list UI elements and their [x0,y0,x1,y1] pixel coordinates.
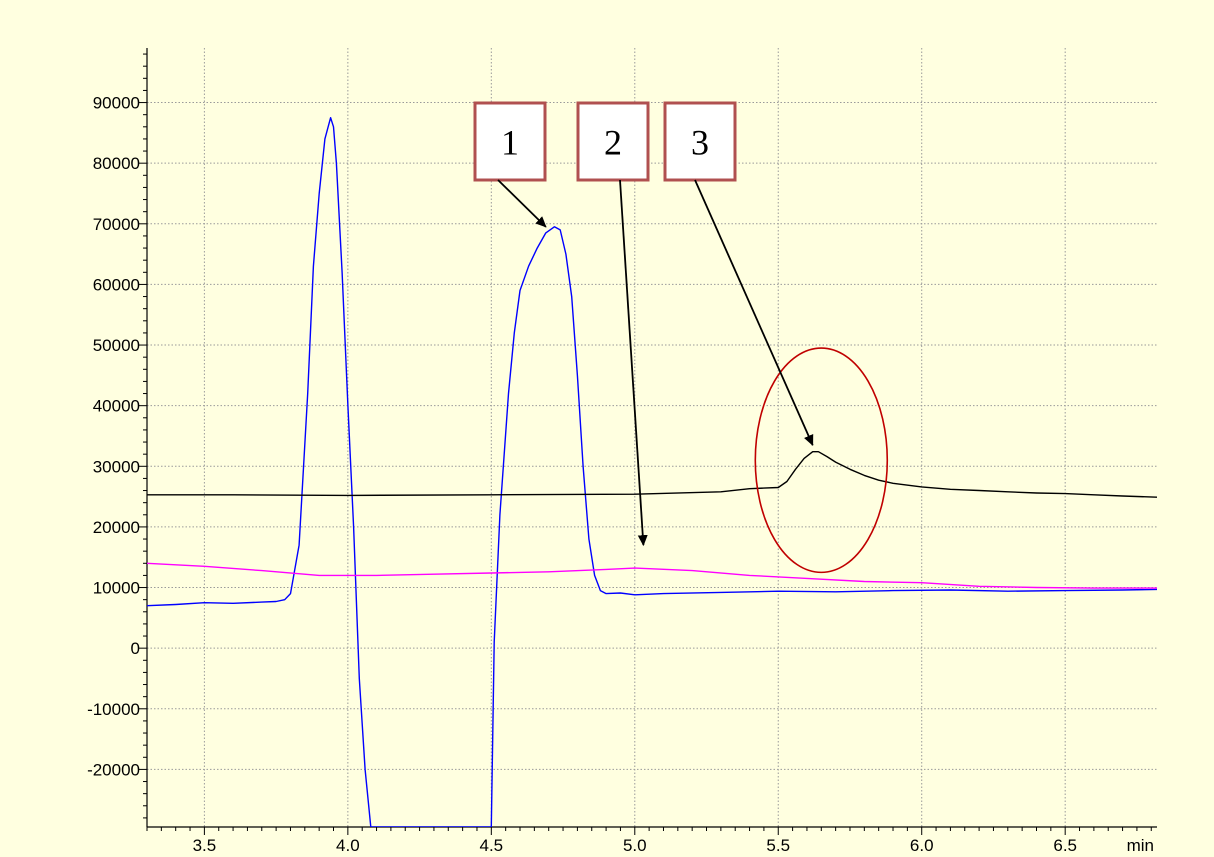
callout-box [473,101,547,182]
callout-arrow [497,179,547,228]
series-line-3 [147,562,1157,589]
series-group [147,117,1157,827]
callout-box [576,101,650,182]
x-axis-unit-label: min [1127,836,1154,855]
callout-arrow [694,179,814,446]
callout-3: 3 [663,101,814,446]
callout-1: 1 [473,101,547,228]
y-tick-label: 80000 [93,154,140,173]
x-tick-label: 6.0 [910,836,934,855]
y-tick-label: -20000 [87,760,140,779]
plot-area: 90000 80000 70000 60000 50000 40000 30000 20000… [87,48,1157,855]
y-tick-label: 40000 [93,397,140,416]
x-tick-label: 4.0 [336,836,360,855]
callout-arrow [619,179,648,547]
y-tick-label: -10000 [87,700,140,719]
x-tick-label: 5.0 [623,836,647,855]
highlight-ellipse [754,347,889,574]
y-tick-label: 0 [131,639,140,658]
callout-label: 2 [604,123,622,163]
callout-box [663,101,737,182]
series-line-1 [147,117,1157,827]
y-tick-label: 20000 [93,518,140,537]
x-tick-label: 5.5 [766,836,790,855]
y-tick-label: 60000 [93,275,140,294]
x-tick-label: 3.5 [193,836,217,855]
y-tick-label: 90000 [93,94,140,113]
y-tick-label: 50000 [93,336,140,355]
series-line-2 [147,451,1157,498]
callout-label: 3 [691,123,709,163]
callout-2: 2 [576,101,650,547]
y-tick-label: 70000 [93,215,140,234]
x-tick-label: 4.5 [479,836,503,855]
x-tick-label: 6.5 [1053,836,1077,855]
y-tick-label: 10000 [93,579,140,598]
callout-label: 1 [501,123,519,163]
y-tick-label: 30000 [93,457,140,476]
